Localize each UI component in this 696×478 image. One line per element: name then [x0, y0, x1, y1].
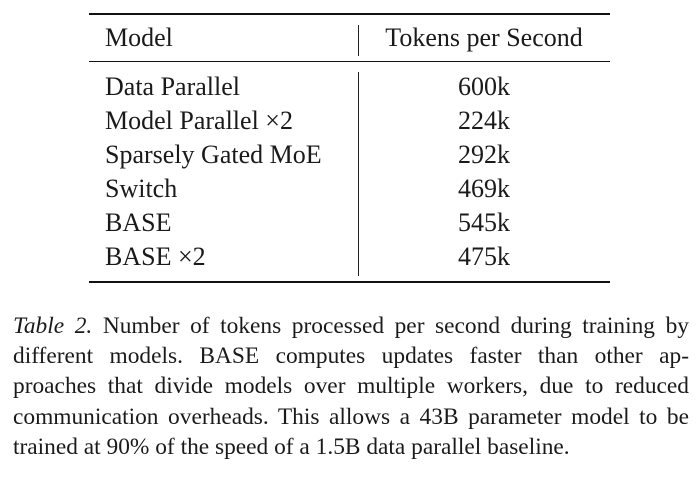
caption-text: communication overheads. This allows a 4… [13, 403, 658, 430]
table-header-rule [89, 61, 610, 62]
caption-text: Number of tokens processed per second du… [92, 313, 656, 339]
table-top-rule [89, 13, 610, 15]
table-caption: Table 2. Number of tokens processed per … [13, 311, 689, 462]
row-model: Model Parallel ×2 [105, 106, 293, 135]
body-column-divider [358, 72, 359, 276]
row-model: BASE [105, 208, 172, 237]
row-tokens: 224k [458, 106, 510, 135]
caption-text: proaches that divide models over multipl… [13, 373, 689, 400]
header-tokens-per-second: Tokens per Second [385, 23, 583, 52]
caption-text: by different models. BASE computes updat… [13, 313, 689, 370]
row-tokens: 475k [458, 242, 510, 271]
row-tokens: 600k [458, 72, 510, 101]
header-column-divider [358, 25, 359, 56]
row-model: Switch [105, 174, 178, 203]
row-tokens: 292k [458, 140, 510, 169]
header-model: Model [105, 23, 173, 52]
caption-label: Table 2. [13, 313, 93, 339]
table-bottom-rule [89, 281, 610, 283]
row-model: Data Parallel [105, 72, 240, 101]
caption-text: be trained at 90% of the speed of a 1.5B… [13, 403, 689, 460]
row-tokens: 469k [458, 174, 510, 203]
row-model: BASE ×2 [105, 242, 206, 271]
row-tokens: 545k [458, 208, 510, 237]
row-model: Sparsely Gated MoE [105, 140, 322, 169]
